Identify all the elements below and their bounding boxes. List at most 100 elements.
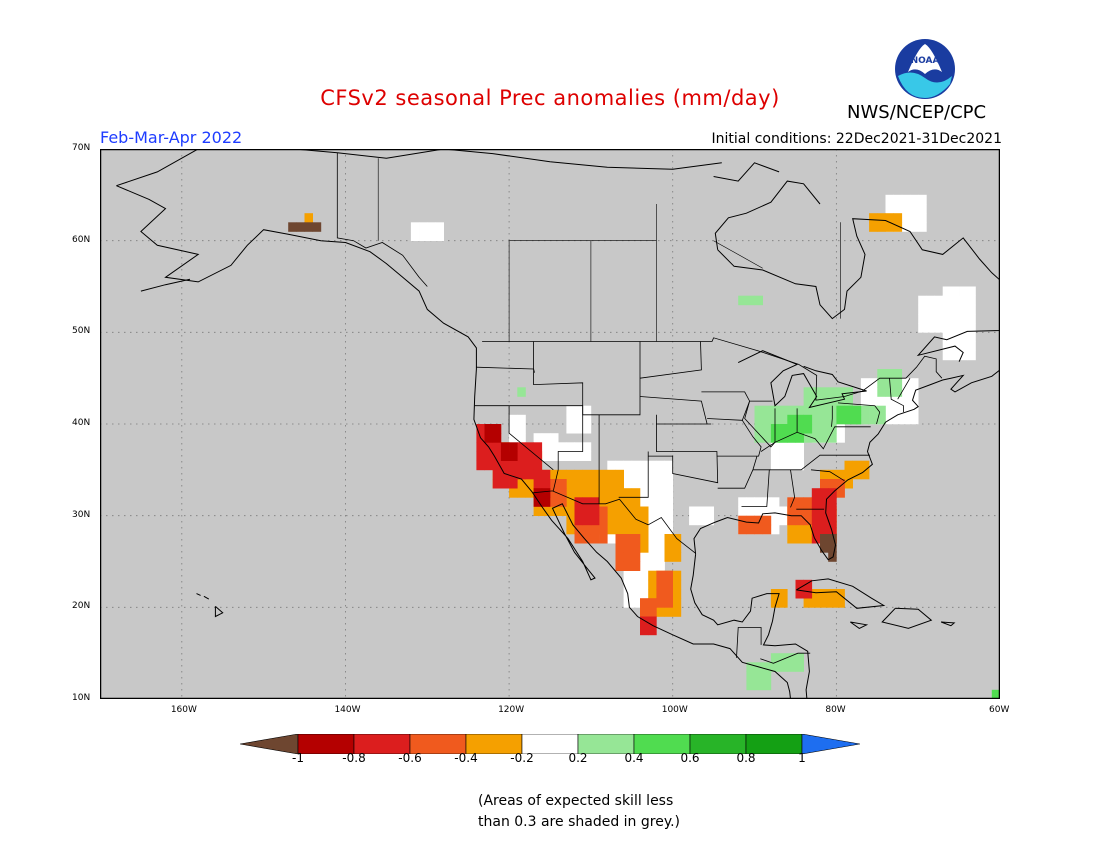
anomaly-cell xyxy=(590,524,600,535)
anomaly-cell xyxy=(959,323,968,333)
anomaly-cell xyxy=(525,460,534,471)
anomaly-cell xyxy=(852,414,862,425)
anomaly-cell xyxy=(541,451,551,461)
anomaly-cell xyxy=(648,598,657,608)
anomaly-cell xyxy=(558,506,567,516)
anomaly-cell xyxy=(558,488,567,498)
anomaly-cell xyxy=(820,589,829,599)
anomaly-cell xyxy=(828,506,837,516)
anomaly-cell xyxy=(648,506,657,516)
legend-tick-label: -0.4 xyxy=(454,751,478,765)
anomaly-cell xyxy=(828,589,837,599)
anomaly-cell xyxy=(901,222,911,232)
anomaly-cell xyxy=(795,515,804,526)
anomaly-cell xyxy=(664,479,673,489)
anomaly-cell xyxy=(787,506,796,516)
anomaly-cell xyxy=(476,424,485,434)
boundary-path xyxy=(713,240,763,269)
anomaly-cell xyxy=(476,451,485,461)
anomaly-cell xyxy=(893,204,903,214)
anomaly-cell xyxy=(672,607,682,617)
anomaly-cell xyxy=(844,479,853,489)
anomaly-cell xyxy=(656,479,665,489)
anomaly-cell xyxy=(893,369,903,379)
anomaly-cell xyxy=(599,515,608,526)
anomaly-cell xyxy=(754,295,763,306)
anomaly-cell xyxy=(885,387,894,397)
coastline-path xyxy=(881,607,933,629)
anomaly-cell xyxy=(410,222,420,232)
anomaly-cell xyxy=(959,295,968,306)
anomaly-cell xyxy=(746,515,755,526)
anomaly-cell xyxy=(590,479,600,489)
boundary-path xyxy=(482,337,943,401)
anomaly-cell xyxy=(648,625,657,636)
anomaly-cell xyxy=(517,469,526,480)
anomaly-cell xyxy=(877,369,886,379)
anomaly-cell xyxy=(959,304,968,315)
anomaly-cell xyxy=(877,387,886,397)
anomaly-cell xyxy=(640,479,649,489)
anomaly-cell xyxy=(697,506,706,516)
lon-tick-label: 120W xyxy=(498,705,525,715)
anomaly-cell xyxy=(738,506,747,516)
anomaly-cell xyxy=(828,534,837,544)
boundary-path xyxy=(810,469,845,482)
anomaly-cell xyxy=(558,451,567,461)
anomaly-cell xyxy=(419,231,428,241)
anomaly-cell xyxy=(803,515,813,526)
anomaly-cell xyxy=(533,497,543,507)
anomaly-cell xyxy=(631,543,641,553)
anomaly-cell xyxy=(623,598,633,608)
anomaly-cell xyxy=(623,579,633,590)
anomaly-cell xyxy=(599,534,608,544)
anomaly-cell xyxy=(762,433,772,443)
anomaly-cell xyxy=(779,589,788,599)
anomaly-cell xyxy=(820,543,829,553)
anomaly-cell xyxy=(795,424,804,434)
anomaly-cell xyxy=(599,524,608,535)
anomaly-cell xyxy=(533,506,543,516)
anomaly-cell xyxy=(541,488,551,498)
anomaly-cell xyxy=(648,479,657,489)
anomaly-cell xyxy=(623,561,633,571)
legend-tick-label: 0.2 xyxy=(568,751,588,765)
anomaly-cell xyxy=(525,479,534,489)
anomaly-cell xyxy=(820,414,829,425)
anomaly-cell xyxy=(942,332,952,342)
anomaly-cell xyxy=(901,378,911,388)
anomaly-cell xyxy=(942,286,952,296)
anomaly-cell xyxy=(836,387,845,397)
anomaly-cell xyxy=(615,534,624,544)
anomaly-cell xyxy=(664,598,673,608)
anomaly-cell xyxy=(640,579,649,590)
anomaly-cell xyxy=(746,295,755,306)
anomaly-cell xyxy=(582,469,592,480)
anomaly-cell xyxy=(550,451,559,461)
anomaly-cell xyxy=(910,387,919,397)
anomaly-cell xyxy=(820,488,829,498)
anomaly-cell xyxy=(860,378,870,388)
anomaly-cell xyxy=(959,350,968,361)
anomaly-cell xyxy=(885,194,894,205)
anomaly-cell xyxy=(901,414,911,425)
lon-tick-label: 160W xyxy=(170,705,197,715)
anomaly-cell xyxy=(664,460,673,471)
anomaly-cell xyxy=(918,323,927,333)
anomaly-cell xyxy=(779,506,788,516)
anomaly-cell xyxy=(607,469,616,480)
anomaly-cell xyxy=(795,451,804,461)
anomaly-cell xyxy=(820,506,829,516)
anomaly-cell xyxy=(623,570,633,581)
anomaly-cell xyxy=(517,424,526,434)
anomaly-cell xyxy=(566,488,575,498)
legend-tick-label: 0.4 xyxy=(624,751,644,765)
anomaly-cell xyxy=(779,433,788,443)
anomaly-cell xyxy=(656,515,665,526)
anomaly-cell xyxy=(697,515,706,526)
anomaly-cell xyxy=(869,405,878,416)
legend-tick-label: -0.8 xyxy=(342,751,366,765)
anomaly-cell xyxy=(762,414,772,425)
anomaly-cell xyxy=(631,488,641,498)
anomaly-cell xyxy=(893,222,903,232)
